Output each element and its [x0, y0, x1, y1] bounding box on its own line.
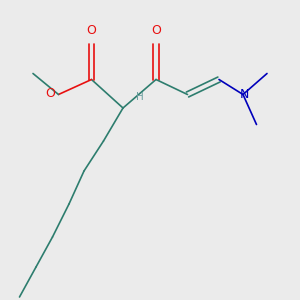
Text: N: N: [240, 88, 249, 101]
Text: O: O: [46, 86, 56, 100]
Text: O: O: [87, 25, 96, 38]
Text: H: H: [136, 92, 143, 103]
Text: O: O: [151, 25, 161, 38]
